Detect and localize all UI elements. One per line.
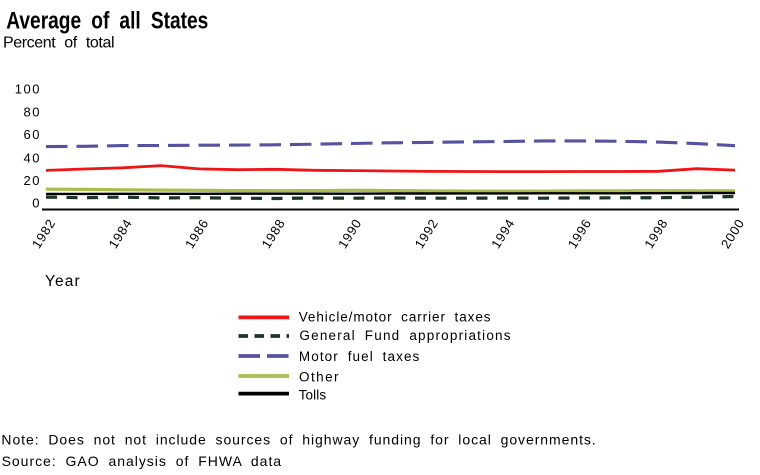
svg-text:1998: 1998 xyxy=(641,216,671,251)
svg-text:Source: GAO analysis of FHWA d: Source: GAO analysis of FHWA data xyxy=(2,453,282,469)
svg-text:Other: Other xyxy=(299,369,339,384)
svg-text:Average of all States: Average of all States xyxy=(6,8,208,35)
svg-text:Year: Year xyxy=(45,273,81,290)
svg-text:Motor fuel taxes: Motor fuel taxes xyxy=(299,349,420,364)
svg-text:1994: 1994 xyxy=(488,216,518,251)
svg-text:1984: 1984 xyxy=(105,216,135,251)
svg-text:Percent of total: Percent of total xyxy=(3,35,115,52)
svg-text:Note: Does not not include sou: Note: Does not not include sources of hi… xyxy=(1,432,595,448)
svg-text:60: 60 xyxy=(24,127,41,142)
svg-text:1982: 1982 xyxy=(29,216,59,251)
svg-text:1986: 1986 xyxy=(182,216,212,251)
svg-text:20: 20 xyxy=(24,173,41,188)
svg-text:1992: 1992 xyxy=(412,216,442,251)
svg-text:0: 0 xyxy=(32,195,41,210)
svg-text:Tolls: Tolls xyxy=(299,387,327,402)
svg-text:2000: 2000 xyxy=(718,216,748,251)
svg-text:100: 100 xyxy=(15,82,41,97)
svg-text:1988: 1988 xyxy=(258,216,288,251)
svg-text:80: 80 xyxy=(24,104,41,119)
svg-text:General Fund appropriations: General Fund appropriations xyxy=(299,328,510,343)
svg-text:40: 40 xyxy=(24,151,41,166)
svg-text:1990: 1990 xyxy=(335,216,365,251)
svg-text:Vehicle/motor carrier taxes: Vehicle/motor carrier taxes xyxy=(299,309,491,324)
svg-text:1996: 1996 xyxy=(565,216,595,251)
